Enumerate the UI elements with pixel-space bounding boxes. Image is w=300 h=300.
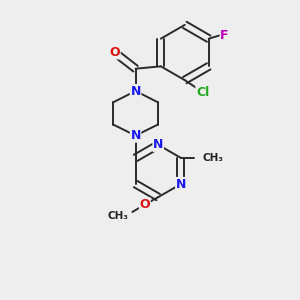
Text: CH₃: CH₃ [202,153,224,163]
Text: CH₃: CH₃ [107,211,128,221]
Text: O: O [110,46,120,59]
Text: N: N [176,178,186,190]
Text: F: F [220,28,229,42]
Text: N: N [153,138,164,151]
Text: O: O [140,198,150,211]
Text: Cl: Cl [196,86,209,99]
Text: N: N [130,129,141,142]
Text: N: N [130,85,141,98]
